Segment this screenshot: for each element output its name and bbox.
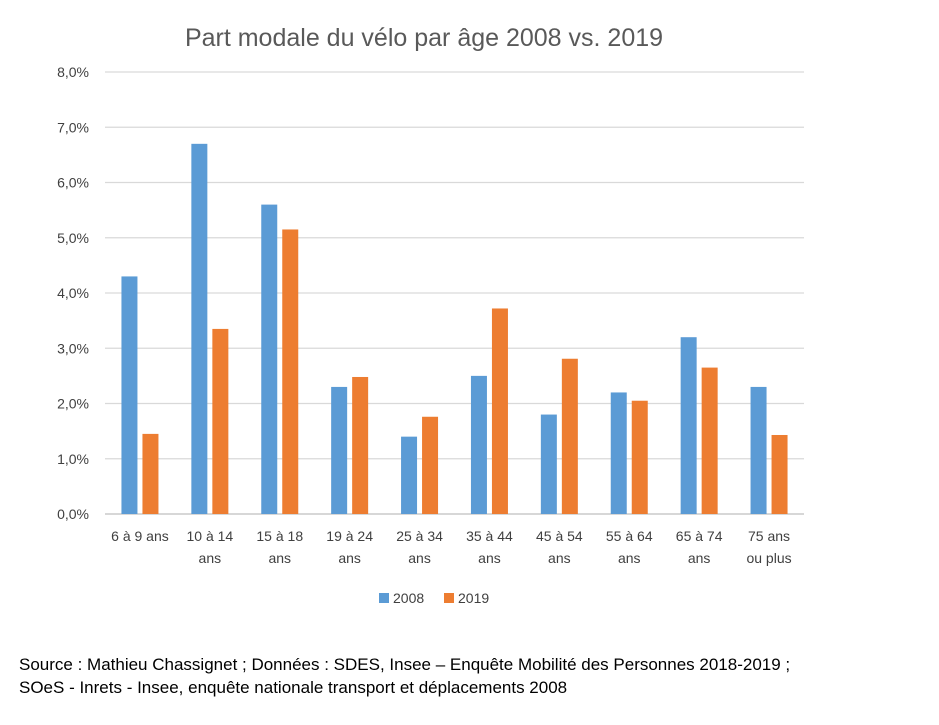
- bar-2019: [491, 308, 508, 514]
- x-tick-label: 75 ans: [748, 528, 790, 544]
- x-tick-label: ans: [688, 550, 711, 566]
- x-tick-label: ans: [548, 550, 571, 566]
- x-tick-label: ans: [408, 550, 431, 566]
- x-tick-label: 35 à 44: [466, 528, 513, 544]
- bar-2008: [470, 375, 487, 514]
- y-tick-label: 8,0%: [57, 64, 89, 80]
- chart-title: Part modale du vélo par âge 2008 vs. 201…: [185, 24, 663, 52]
- bar-2019: [771, 434, 788, 514]
- bar-2019: [701, 367, 718, 514]
- x-tick-label: ans: [199, 550, 222, 566]
- x-tick-label: 55 à 64: [606, 528, 653, 544]
- y-tick-label: 5,0%: [57, 230, 89, 246]
- bar-2019: [631, 400, 648, 514]
- y-tick-label: 1,0%: [57, 451, 89, 467]
- bar-2008: [750, 386, 767, 514]
- gridlines: [105, 71, 804, 515]
- source-line-1: Source : Mathieu Chassignet ; Données : …: [19, 655, 791, 674]
- x-tick-label: 6 à 9 ans: [111, 528, 169, 544]
- x-tick-label: 15 à 18: [256, 528, 303, 544]
- bar-2019: [282, 229, 299, 514]
- bar-2008: [331, 386, 348, 514]
- y-tick-label: 0,0%: [57, 506, 89, 522]
- bar-2008: [261, 204, 278, 514]
- legend-label-2008: 2008: [393, 590, 424, 606]
- bar-2008: [610, 392, 627, 514]
- x-tick-label: 25 à 34: [396, 528, 443, 544]
- y-tick-label: 3,0%: [57, 340, 89, 356]
- x-tick-label: 10 à 14: [186, 528, 233, 544]
- x-tick-label: ans: [338, 550, 361, 566]
- bar-2008: [680, 337, 697, 514]
- bar-2019: [212, 328, 229, 514]
- y-tick-label: 2,0%: [57, 396, 89, 412]
- bar-2019: [142, 433, 159, 514]
- legend: 2008 2019: [379, 590, 489, 606]
- bar-2008: [540, 414, 557, 514]
- x-tick-label: 19 à 24: [326, 528, 373, 544]
- y-tick-label: 4,0%: [57, 285, 89, 301]
- bars: [121, 143, 788, 514]
- legend-swatch-2019: [444, 593, 454, 603]
- y-axis: 0,0% 1,0% 2,0% 3,0% 4,0% 5,0% 6,0% 7,0% 8,0%: [57, 64, 89, 522]
- bar-2019: [422, 416, 439, 514]
- x-axis: 6 à 9 ans 10 à 14 ans 15 à 18 ans 19 à 24 ans 2…: [111, 528, 791, 566]
- bar-chart: Part modale du vélo par âge 2008 vs. 201…: [57, 24, 804, 606]
- x-tick-label: 65 à 74: [676, 528, 723, 544]
- bar-2008: [191, 143, 208, 514]
- bar-2008: [401, 436, 418, 514]
- source-line-2: SOeS - Inrets - Insee, enquête nationale…: [19, 678, 568, 697]
- y-tick-label: 6,0%: [57, 175, 89, 191]
- bar-2019: [561, 358, 578, 514]
- bar-2019: [352, 376, 369, 514]
- y-tick-label: 7,0%: [57, 119, 89, 135]
- x-tick-label: ans: [268, 550, 291, 566]
- x-tick-label: ans: [478, 550, 501, 566]
- bar-2008: [121, 276, 138, 514]
- x-tick-label: ou plus: [746, 550, 791, 566]
- source-note: Source : Mathieu Chassignet ; Données : …: [19, 653, 934, 699]
- legend-swatch-2008: [379, 593, 389, 603]
- x-tick-label: ans: [618, 550, 641, 566]
- x-tick-label: 45 à 54: [536, 528, 583, 544]
- legend-label-2019: 2019: [458, 590, 489, 606]
